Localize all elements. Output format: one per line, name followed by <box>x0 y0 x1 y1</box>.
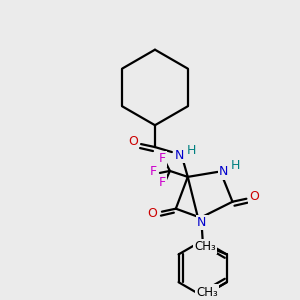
Text: CH₃: CH₃ <box>196 286 218 299</box>
Text: O: O <box>128 135 138 148</box>
Text: F: F <box>149 165 157 178</box>
Text: O: O <box>147 207 157 220</box>
Text: H: H <box>231 160 240 172</box>
Text: F: F <box>158 152 166 166</box>
Text: CH₃: CH₃ <box>194 240 216 253</box>
Text: N: N <box>219 165 228 178</box>
Text: O: O <box>249 190 259 203</box>
Text: F: F <box>158 176 166 189</box>
Text: N: N <box>175 148 184 161</box>
Text: N: N <box>197 216 206 229</box>
Text: H: H <box>187 144 196 157</box>
